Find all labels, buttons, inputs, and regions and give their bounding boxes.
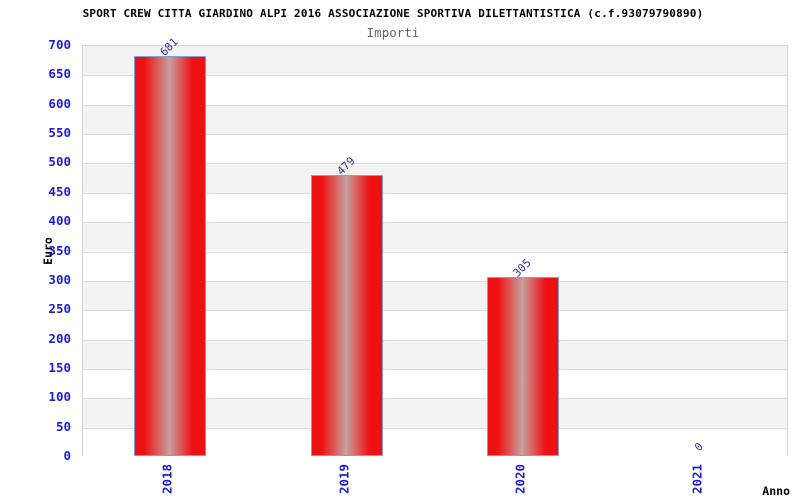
y-tick-label: 100 bbox=[48, 389, 71, 405]
x-tick-label-2021: 2021 bbox=[689, 463, 705, 495]
y-tick-label: 0 bbox=[63, 448, 71, 463]
x-axis-title: Anno bbox=[762, 484, 790, 498]
y-tick-label: 500 bbox=[48, 154, 71, 170]
x-tick-label-2020: 2020 bbox=[512, 463, 528, 495]
gridline bbox=[83, 398, 787, 400]
gridline bbox=[83, 280, 787, 282]
gridline bbox=[83, 310, 787, 312]
bar-2018 bbox=[134, 56, 207, 456]
gridline bbox=[83, 251, 787, 253]
gridline bbox=[83, 75, 787, 77]
chart-title: SPORT CREW CITTA GIARDINO ALPI 2016 ASSO… bbox=[82, 7, 704, 20]
gridline bbox=[83, 134, 787, 136]
chart-subtitle: Importi bbox=[366, 25, 420, 40]
y-tick-label: 600 bbox=[48, 95, 71, 111]
y-tick-label: 450 bbox=[48, 183, 71, 199]
y-tick-label: 700 bbox=[48, 37, 71, 52]
gridline bbox=[83, 368, 787, 370]
x-tick-label-2018: 2018 bbox=[159, 463, 175, 495]
gridline bbox=[83, 104, 787, 106]
bar-2020 bbox=[487, 276, 560, 456]
y-tick-label: 50 bbox=[55, 418, 71, 434]
y-tick-label: 200 bbox=[48, 330, 71, 346]
y-tick-label: 250 bbox=[48, 301, 71, 317]
gridline bbox=[83, 427, 787, 429]
gridline bbox=[83, 222, 787, 224]
gridline bbox=[83, 339, 787, 341]
bar-2019 bbox=[310, 174, 383, 456]
gridline bbox=[83, 163, 787, 165]
x-tick-label-2019: 2019 bbox=[336, 463, 352, 495]
y-tick-label: 400 bbox=[48, 213, 71, 229]
y-tick-label: 550 bbox=[48, 125, 71, 141]
y-tick-label: 300 bbox=[48, 271, 71, 287]
y-tick-label: 350 bbox=[48, 242, 71, 258]
gridline bbox=[83, 192, 787, 194]
y-tick-label: 650 bbox=[48, 66, 71, 82]
y-tick-label: 150 bbox=[48, 359, 71, 375]
